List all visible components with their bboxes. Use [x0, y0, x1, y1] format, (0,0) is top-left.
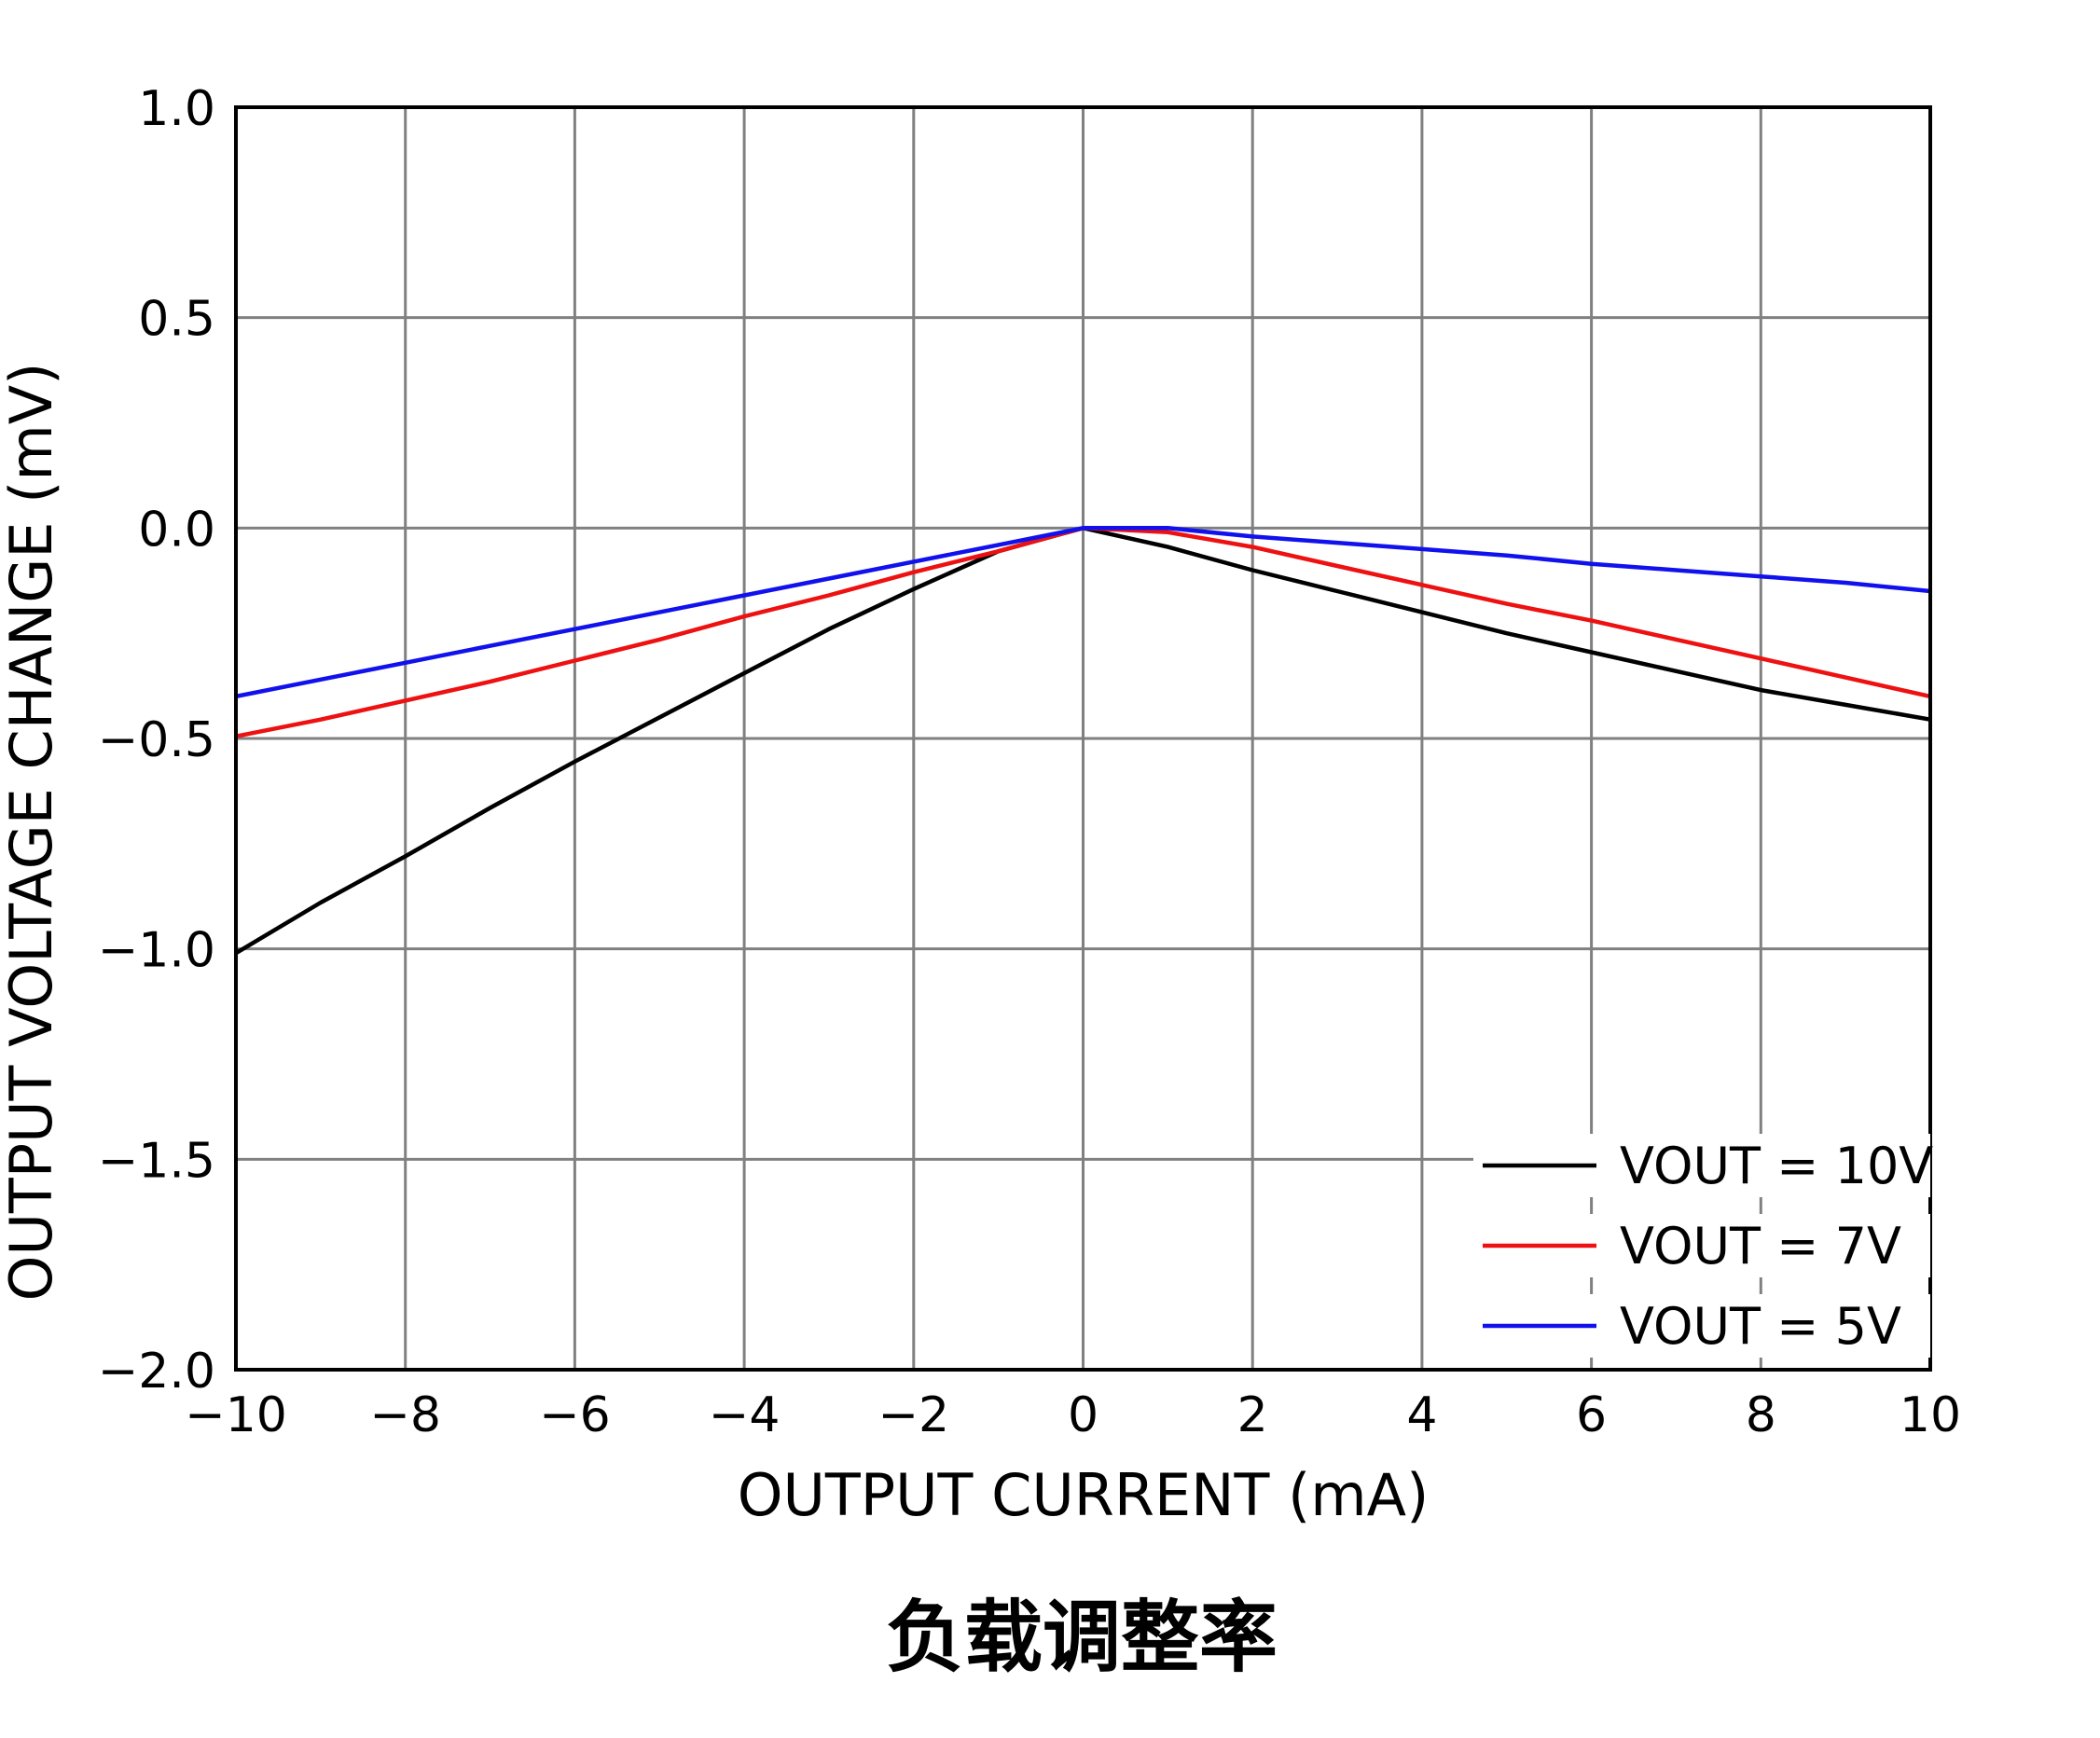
x-tick-label: −2 — [877, 1387, 949, 1443]
x-tick-label: 4 — [1406, 1387, 1437, 1443]
y-tick-label: −1.0 — [98, 923, 215, 979]
x-tick-label: 10 — [1900, 1387, 1961, 1443]
x-tick-label: 2 — [1237, 1387, 1268, 1443]
x-tick-label: −4 — [709, 1387, 781, 1443]
series-lines — [234, 526, 1931, 956]
legend: VOUT = 10V VOUT = 7V VOUT = 5V — [1473, 1134, 1933, 1358]
legend-label-1: VOUT = 10V — [1620, 1137, 1933, 1195]
x-tick-label: −8 — [369, 1387, 441, 1443]
y-tick-label: 1.0 — [138, 81, 215, 137]
y-tick-label: −2.0 — [98, 1344, 215, 1400]
axis-ticks: −10 −8 −6 −4 −2 0 2 4 6 8 10 1.0 0.5 0.0 −0.5 −1.0 −1.5 −… — [98, 81, 1961, 1443]
y-tick-label: −1.5 — [98, 1133, 215, 1189]
chart-title: 负载调整率 — [886, 1592, 1278, 1683]
x-tick-label: 6 — [1576, 1387, 1607, 1443]
y-tick-label: 0.0 — [138, 502, 215, 558]
x-tick-label: −10 — [185, 1387, 287, 1443]
legend-label-3: VOUT = 5V — [1620, 1297, 1901, 1356]
x-tick-label: 8 — [1746, 1387, 1776, 1443]
x-axis-label: OUTPUT CURRENT (mA) — [738, 1461, 1430, 1529]
y-axis-label: OUTPUT VOLTAGE CHANGE (mV) — [0, 363, 65, 1302]
legend-label-2: VOUT = 7V — [1620, 1217, 1901, 1276]
x-tick-label: −6 — [539, 1387, 611, 1443]
y-tick-label: 0.5 — [138, 292, 215, 348]
x-tick-label: 0 — [1068, 1387, 1098, 1443]
plot-frame — [234, 105, 1932, 1372]
y-tick-label: −0.5 — [98, 712, 215, 768]
series-line-3 — [235, 526, 1931, 699]
